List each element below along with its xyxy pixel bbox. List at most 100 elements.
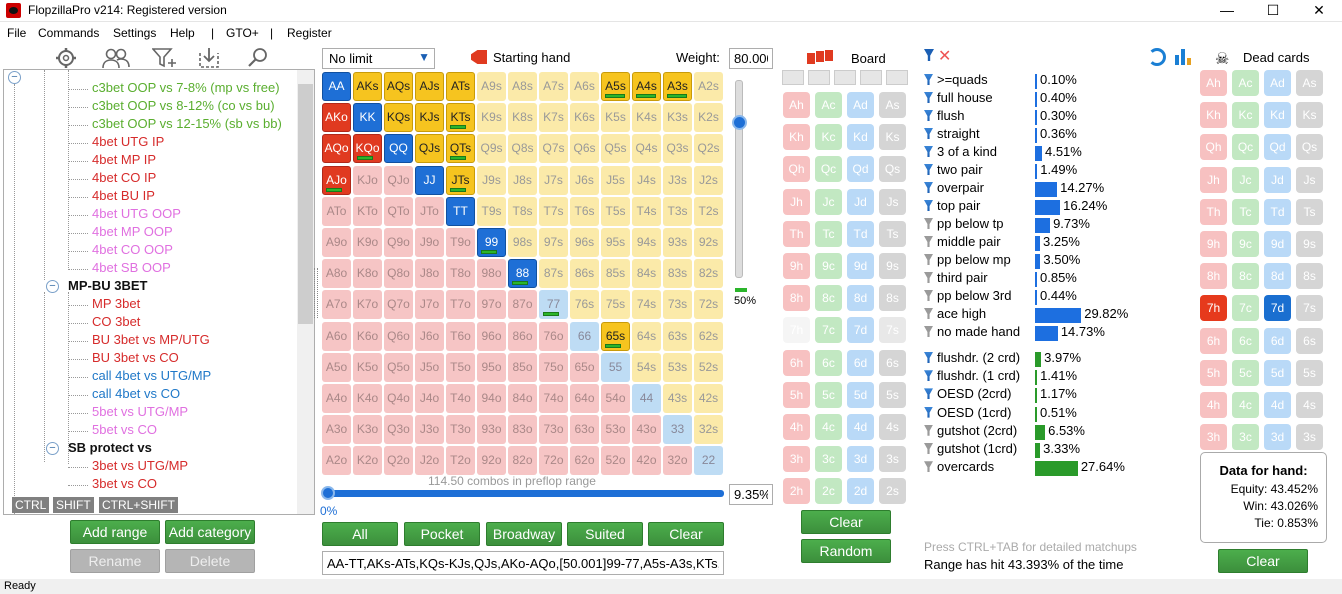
tree-item[interactable]: BU 3bet vs MP/UTG — [92, 332, 210, 347]
hand-cell-K5o[interactable]: K5o — [353, 352, 382, 382]
stat-row[interactable]: no made hand — [924, 324, 1020, 339]
filter-icon[interactable] — [924, 146, 933, 157]
board-card-Ad[interactable]: Ad — [847, 92, 874, 118]
hand-cell-94s[interactable]: 94s — [632, 228, 661, 257]
hand-cell-75s[interactable]: 75s — [601, 290, 630, 320]
hand-cell-Q7s[interactable]: Q7s — [539, 134, 568, 164]
hand-cell-T4s[interactable]: T4s — [632, 196, 661, 226]
hand-cell-AKs[interactable]: AKs — [353, 72, 382, 101]
filter-add-icon[interactable] — [151, 47, 178, 72]
maximize-button[interactable]: ☐ — [1266, 2, 1280, 18]
tree-item[interactable]: 4bet UTG IP — [92, 134, 165, 149]
dead-card-4h[interactable]: 4h — [1200, 392, 1227, 418]
clear-range-button[interactable]: Clear — [648, 522, 724, 546]
board-card-3c[interactable]: 3c — [815, 446, 842, 473]
hand-cell-T4o[interactable]: T4o — [446, 384, 475, 413]
filter-icon[interactable] — [924, 406, 933, 418]
splitter-handle[interactable] — [314, 268, 318, 318]
tree-scrollbar-thumb[interactable] — [298, 84, 313, 324]
hand-cell-KTo[interactable]: KTo — [353, 196, 382, 226]
hand-cell-K7s[interactable]: K7s — [539, 103, 568, 133]
hand-cell-53s[interactable]: 53s — [663, 352, 692, 382]
menu-commands[interactable]: Commands — [38, 26, 100, 40]
hand-cell-TT[interactable]: TT — [446, 196, 475, 226]
dead-card-9s[interactable]: 9s — [1296, 231, 1323, 257]
hand-cell-J5s[interactable]: J5s — [601, 165, 630, 195]
dead-card-6d[interactable]: 6d — [1264, 327, 1291, 354]
hand-cell-T2o[interactable]: T2o — [446, 446, 475, 476]
tree-item[interactable]: call 4bet vs UTG/MP — [92, 368, 212, 383]
hand-cell-65o[interactable]: 65o — [570, 352, 599, 382]
dead-card-Ad[interactable]: Ad — [1264, 70, 1291, 96]
hand-cell-77[interactable]: 77 — [539, 290, 568, 320]
filter-icon[interactable] — [924, 128, 933, 139]
gear-icon[interactable] — [54, 47, 78, 72]
hand-cell-86o[interactable]: 86o — [508, 321, 537, 351]
board-card-6h[interactable]: 6h — [783, 349, 810, 376]
tree-item[interactable]: 3bet vs UTG/MP — [92, 458, 189, 473]
board-card-2s[interactable]: 2s — [879, 478, 906, 505]
hand-cell-33[interactable]: 33 — [663, 415, 692, 445]
hand-cell-Q3s[interactable]: Q3s — [663, 134, 692, 164]
filter-icon[interactable] — [924, 49, 934, 61]
hand-cell-65s[interactable]: 65s — [601, 321, 630, 351]
hand-cell-K9s[interactable]: K9s — [477, 103, 506, 133]
dead-card-Ac[interactable]: Ac — [1232, 70, 1259, 96]
hand-cell-73o[interactable]: 73o — [539, 415, 568, 445]
hand-cell-J6o[interactable]: J6o — [415, 321, 444, 351]
hand-cell-Q9o[interactable]: Q9o — [384, 228, 413, 257]
filter-icon[interactable] — [924, 74, 933, 85]
board-card-Ac[interactable]: Ac — [815, 92, 842, 118]
hand-cell-62s[interactable]: 62s — [694, 321, 723, 351]
delete-button[interactable]: Delete — [165, 549, 255, 573]
hand-cell-82o[interactable]: 82o — [508, 446, 537, 476]
board-card-As[interactable]: As — [879, 92, 906, 118]
dead-card-4s[interactable]: 4s — [1296, 392, 1323, 418]
hand-cell-A9o[interactable]: A9o — [322, 228, 351, 257]
tree-item[interactable]: call 4bet vs CO — [92, 386, 181, 401]
board-card-5h[interactable]: 5h — [783, 381, 810, 408]
menu-settings[interactable]: Settings — [113, 26, 157, 40]
hand-cell-52o[interactable]: 52o — [601, 446, 630, 476]
hand-cell-K4s[interactable]: K4s — [632, 103, 661, 133]
hand-cell-T8s[interactable]: T8s — [508, 196, 537, 226]
hand-cell-Q3o[interactable]: Q3o — [384, 415, 413, 445]
filter-icon[interactable] — [924, 370, 933, 382]
hand-cell-AQo[interactable]: AQo — [322, 134, 351, 164]
hand-cell-74s[interactable]: 74s — [632, 290, 661, 320]
dead-card-4d[interactable]: 4d — [1264, 392, 1291, 418]
stat-row[interactable]: third pair — [924, 270, 988, 285]
board-card-8c[interactable]: 8c — [815, 285, 842, 312]
hand-cell-J4o[interactable]: J4o — [415, 384, 444, 413]
dead-card-3s[interactable]: 3s — [1296, 424, 1323, 451]
board-card-4s[interactable]: 4s — [879, 414, 906, 440]
hand-cell-A8o[interactable]: A8o — [322, 259, 351, 289]
hand-cell-84s[interactable]: 84s — [632, 259, 661, 289]
hand-cell-32o[interactable]: 32o — [663, 446, 692, 476]
hand-cell-93o[interactable]: 93o — [477, 415, 506, 445]
hand-cell-Q8s[interactable]: Q8s — [508, 134, 537, 164]
dead-card-6s[interactable]: 6s — [1296, 327, 1323, 354]
board-card-Jc[interactable]: Jc — [815, 188, 842, 215]
import-icon[interactable] — [196, 47, 222, 72]
board-card-Ts[interactable]: Ts — [879, 220, 906, 247]
hand-cell-J7o[interactable]: J7o — [415, 290, 444, 320]
dead-card-3d[interactable]: 3d — [1264, 424, 1291, 451]
dead-card-8d[interactable]: 8d — [1264, 263, 1291, 290]
dead-card-9h[interactable]: 9h — [1200, 231, 1227, 257]
hand-cell-97s[interactable]: 97s — [539, 228, 568, 257]
hand-cell-Q6o[interactable]: Q6o — [384, 321, 413, 351]
hand-cell-83s[interactable]: 83s — [663, 259, 692, 289]
stat-row[interactable]: flush — [924, 108, 964, 123]
hand-cell-Q4s[interactable]: Q4s — [632, 134, 661, 164]
stat-row[interactable]: gutshot (2crd) — [924, 423, 1017, 438]
board-card-Ks[interactable]: Ks — [879, 124, 906, 151]
hand-cell-63s[interactable]: 63s — [663, 321, 692, 351]
board-card-4c[interactable]: 4c — [815, 414, 842, 440]
hand-cell-42s[interactable]: 42s — [694, 384, 723, 413]
dead-card-3c[interactable]: 3c — [1232, 424, 1259, 451]
board-card-Th[interactable]: Th — [783, 220, 810, 247]
hand-cell-98s[interactable]: 98s — [508, 228, 537, 257]
hand-cell-63o[interactable]: 63o — [570, 415, 599, 445]
hand-cell-AQs[interactable]: AQs — [384, 72, 413, 101]
